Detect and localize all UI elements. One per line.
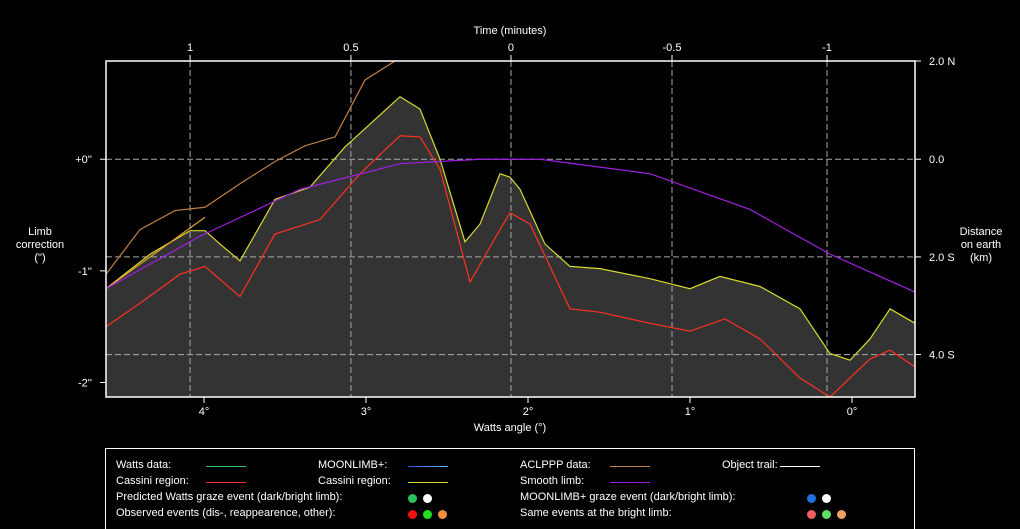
legend-bright-limb: Same events at the bright limb:: [520, 507, 672, 519]
legend-aclppp: ACLPPP data:: [520, 459, 591, 471]
legend-swatch-aclppp: [610, 466, 650, 467]
y-tick-label: -2'': [78, 377, 92, 389]
dot-green-icon: [408, 494, 417, 503]
top-tick-label: 0.5: [343, 42, 358, 54]
legend-swatch-smooth-limb: [610, 482, 650, 483]
series-line-1: [105, 135, 916, 398]
legend-observed: Observed events (dis-, reappearence, oth…: [116, 507, 336, 519]
top-axis-title: Time (minutes): [473, 25, 547, 37]
legend-object-trail: Object trail:: [722, 459, 778, 471]
legend-predicted-watts: Predicted Watts graze event (dark/bright…: [116, 491, 343, 503]
right-tick-label: 2.0 N: [929, 56, 955, 68]
chart-plot: 1 0.5 0 -0.5 -1 2.0 N 0.0 2.0 S 4.0 S 4° 3° 2° 1° 0° +…: [75, 42, 955, 418]
plot-frame: [105, 60, 916, 398]
series-line-2: [105, 60, 396, 275]
top-tick-label: 0: [508, 42, 514, 54]
legend-swatch-cassini-moonlimb: [408, 482, 448, 483]
right-axis-title: Distance on earth (km): [959, 226, 1003, 264]
dot-light-green-icon: [822, 510, 831, 519]
x-tick-label: 2°: [523, 406, 534, 418]
dot-light-red-icon: [807, 510, 816, 519]
y-axis-title: Limb correction ("): [15, 226, 65, 264]
legend-swatch-watts: [206, 466, 246, 467]
dot-white-icon: [822, 494, 831, 503]
right-tick-label: 2.0 S: [929, 252, 955, 264]
x-tick-label: 3°: [361, 406, 372, 418]
x-tick-label: 1°: [685, 406, 696, 418]
y-tick-label: +0'': [75, 154, 92, 166]
right-tick-label: 4.0 S: [929, 350, 955, 362]
dot-light-orange-icon: [837, 510, 846, 519]
legend-watts-data: Watts data:: [116, 459, 172, 471]
legend-cassini-watts: Cassini region:: [116, 475, 189, 487]
dot-white-icon: [423, 494, 432, 503]
legend-moonlimb: MOONLIMB+:: [318, 459, 388, 471]
dot-orange-icon: [438, 510, 447, 519]
legend-smooth-limb: Smooth limb:: [520, 475, 585, 487]
right-tick-label: 0.0: [929, 154, 944, 166]
object-trail-arrow-icon: [780, 466, 820, 467]
legend-swatch-cassini-watts: [206, 482, 246, 483]
top-tick-label: 1: [187, 42, 193, 54]
dot-green-icon: [423, 510, 432, 519]
x-axis-title: Watts angle (°): [473, 422, 547, 434]
top-tick-label: -0.5: [663, 42, 682, 54]
series-line-4: [105, 158, 916, 293]
dot-blue-icon: [807, 494, 816, 503]
legend-moonlimb-graze: MOONLIMB+ graze event (dark/bright limb)…: [520, 491, 736, 503]
legend: Watts data: MOONLIMB+: ACLPPP data: Obje…: [105, 448, 915, 529]
legend-cassini-moonlimb: Cassini region:: [318, 475, 391, 487]
y-tick-label: -1'': [78, 266, 92, 278]
series-line-0: [105, 95, 916, 361]
x-tick-label: 0°: [847, 406, 858, 418]
legend-swatch-moonlimb: [408, 466, 448, 467]
x-tick-label: 4°: [199, 406, 210, 418]
dot-red-icon: [408, 510, 417, 519]
top-tick-label: -1: [822, 42, 832, 54]
series-line-3: [105, 216, 206, 290]
